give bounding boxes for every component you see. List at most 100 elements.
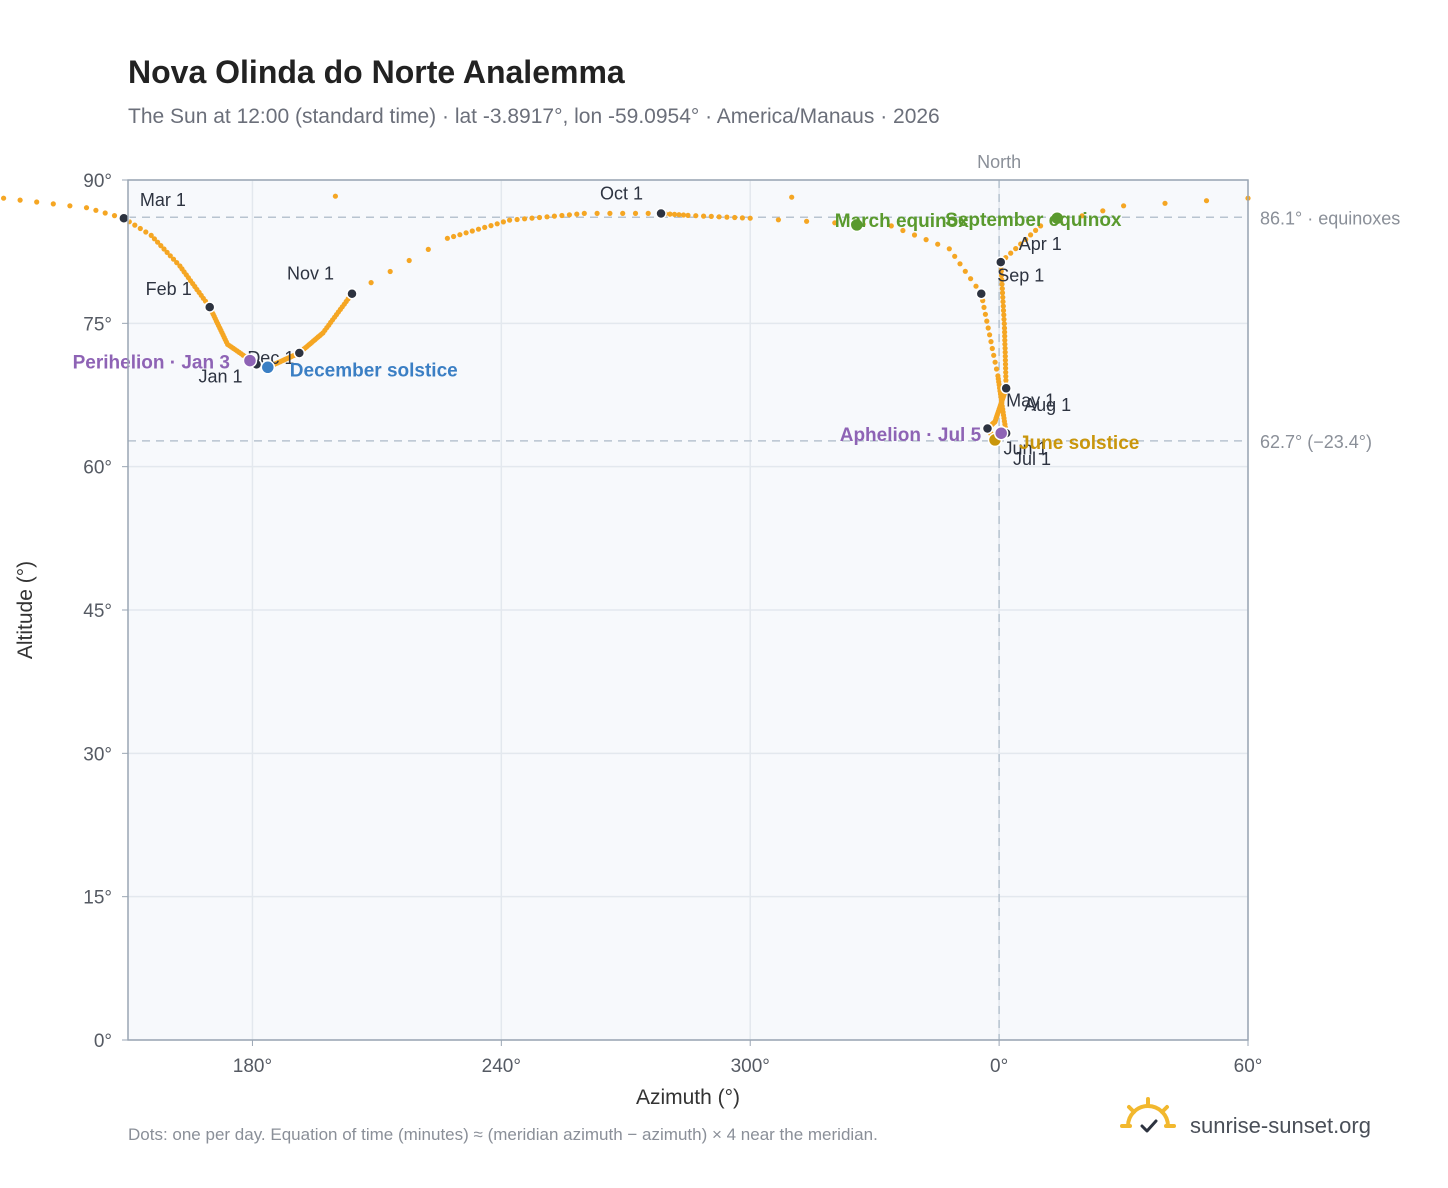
- daily-sun-dot: [789, 194, 795, 200]
- daily-sun-dot: [667, 211, 673, 217]
- daily-sun-dot: [701, 213, 707, 219]
- daily-sun-dot: [50, 201, 56, 207]
- daily-sun-dot: [1003, 365, 1009, 371]
- event-marker: [849, 217, 865, 233]
- x-axis-title: Azimuth (°): [636, 1086, 740, 1109]
- daily-sun-dot: [451, 233, 457, 240]
- daily-sun-dot: [102, 210, 108, 216]
- month-marker-label: Nov 1: [287, 264, 334, 284]
- daily-sun-dot: [522, 216, 528, 222]
- daily-sun-dot: [724, 214, 730, 220]
- event-label: Aphelion · Jul 5: [840, 425, 982, 446]
- daily-sun-dot: [1121, 203, 1127, 209]
- daily-sun-dot: [1002, 357, 1009, 363]
- daily-sun-dot: [995, 373, 1001, 379]
- daily-sun-dot: [1079, 213, 1085, 219]
- daily-sun-dot: [999, 290, 1006, 296]
- daily-sun-dot: [137, 225, 143, 232]
- daily-sun-dot: [457, 232, 463, 238]
- month-marker-label: Dec 1: [247, 348, 294, 368]
- daily-sun-dot: [999, 277, 1005, 283]
- daily-sun-dot: [992, 359, 998, 365]
- daily-sun-dot: [1000, 294, 1006, 300]
- daily-sun-dot: [1002, 341, 1008, 347]
- daily-sun-dot: [984, 318, 990, 324]
- daily-sun-dot: [1008, 250, 1014, 256]
- daily-sun-dot: [1023, 236, 1029, 243]
- daily-sun-dot: [507, 217, 513, 223]
- daily-sun-dot: [1000, 299, 1006, 305]
- chart-subtitle: The Sun at 12:00 (standard time) · lat -…: [128, 105, 940, 128]
- event-marker: [1049, 210, 1065, 226]
- month-marker: [655, 207, 667, 220]
- daily-sun-dot: [732, 214, 738, 221]
- x-tick-label: 180°: [233, 1056, 272, 1077]
- daily-sun-dot: [998, 272, 1005, 278]
- month-marker: [981, 422, 994, 435]
- event-label: March equinox: [835, 211, 970, 232]
- daily-sun-dot: [332, 193, 338, 199]
- daily-sun-dot: [693, 213, 699, 219]
- month-marker-label: Oct 1: [600, 183, 643, 203]
- y-tick-label: 15°: [83, 888, 112, 909]
- axis-ticks: 0°15°30°45°60°75°90°180°240°300°0°60°120…: [83, 171, 1263, 1077]
- daily-sun-dot: [988, 339, 994, 345]
- daily-sun-dot: [676, 212, 682, 218]
- daily-sun-dot: [946, 246, 952, 252]
- daily-sun-dot: [93, 207, 99, 213]
- x-tick-label: 60°: [1234, 1056, 1263, 1077]
- daily-sun-dot: [900, 227, 906, 234]
- daily-sun-dot: [174, 260, 180, 266]
- reference-line-label: 86.1° · equinoxes: [1260, 208, 1400, 228]
- daily-sun-dot: [1, 195, 7, 201]
- daily-sun-dot: [968, 276, 974, 282]
- daily-sun-dot: [1002, 349, 1008, 355]
- daily-sun-dot: [645, 210, 651, 216]
- month-marker-label: Sep 1: [997, 266, 1044, 286]
- daily-sun-dot: [1013, 246, 1019, 252]
- reference-line-label: 62.7° (−23.4°): [1260, 432, 1372, 452]
- month-marker-label: Jan 1: [199, 366, 243, 386]
- daily-sun-dot: [469, 228, 475, 234]
- daily-sun-dot: [716, 214, 722, 220]
- y-tick-label: 0°: [94, 1031, 112, 1052]
- daily-sun-dot: [500, 219, 506, 225]
- daily-sun-dot: [164, 249, 170, 255]
- event-label: June solstice: [1019, 433, 1139, 454]
- daily-sun-dot: [1203, 198, 1210, 204]
- month-marker-label: Jul 1: [1013, 449, 1051, 469]
- month-marker-label: Mar 1: [140, 190, 186, 210]
- daily-sun-dot: [368, 280, 374, 286]
- daily-sun-dot: [1033, 227, 1039, 233]
- daily-sun-dot: [1001, 312, 1007, 318]
- daily-sun-dot: [1002, 361, 1009, 367]
- daily-sun-dot: [529, 215, 535, 221]
- daily-sun-dot: [632, 210, 639, 216]
- daily-sun-dot: [551, 213, 558, 219]
- y-axis-title: Altitude (°): [14, 561, 37, 659]
- y-tick-label: 60°: [83, 458, 112, 479]
- daily-sun-dot: [158, 243, 164, 249]
- daily-sun-dot: [911, 232, 918, 238]
- daily-sun-dot: [406, 257, 412, 264]
- daily-sun-dot: [34, 199, 40, 205]
- daily-sun-dot: [475, 226, 482, 232]
- x-tick-label: 0°: [990, 1056, 1008, 1077]
- daily-sun-dot: [991, 352, 997, 358]
- daily-sun-dot: [989, 345, 995, 352]
- daily-sun-dot: [1000, 307, 1007, 314]
- month-marker-label: Jun 1: [1003, 438, 1047, 458]
- daily-sun-dot: [488, 223, 494, 229]
- daily-sun-dot: [708, 213, 714, 219]
- month-marker: [995, 256, 1007, 268]
- event-label: September equinox: [945, 210, 1122, 231]
- sun-check-icon: [1120, 1097, 1176, 1133]
- daily-sun-dot: [680, 212, 687, 218]
- daily-sun-dot: [1002, 329, 1008, 335]
- daily-sun-dot: [985, 325, 991, 331]
- daily-sun-dot: [1001, 325, 1008, 331]
- event-marker: [993, 425, 1009, 441]
- daily-sun-dot: [17, 197, 23, 203]
